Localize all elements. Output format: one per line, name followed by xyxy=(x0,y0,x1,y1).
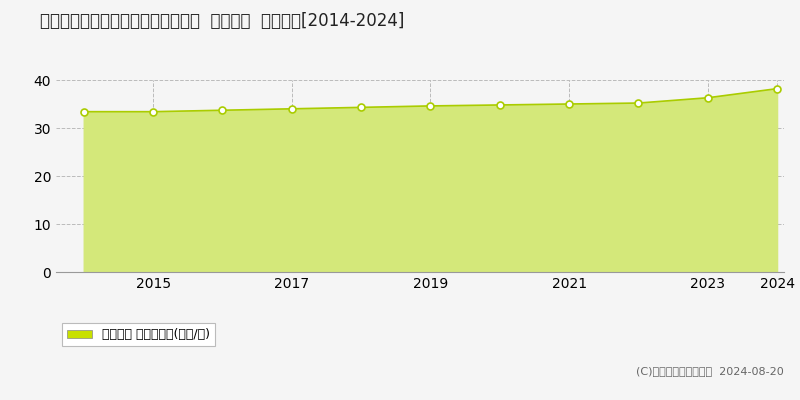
Text: 岡山県倉敷市宮前字河間２６番４外  地価公示  地価推移[2014-2024]: 岡山県倉敷市宮前字河間２６番４外 地価公示 地価推移[2014-2024] xyxy=(40,12,404,30)
Legend: 地価公示 平均坪単価(万円/坪): 地価公示 平均坪単価(万円/坪) xyxy=(62,323,215,346)
Text: (C)土地価格ドットコム  2024-08-20: (C)土地価格ドットコム 2024-08-20 xyxy=(636,366,784,376)
